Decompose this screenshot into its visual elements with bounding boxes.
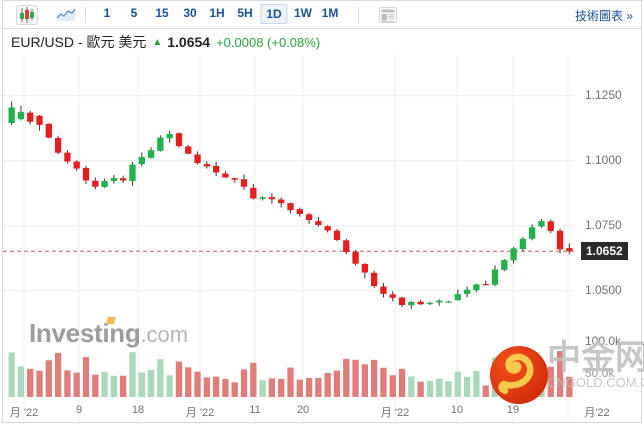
svg-text:中金网: 中金网 (547, 338, 644, 377)
svg-text:CNGOLD.COM.CN: CNGOLD.COM.CN (547, 375, 644, 390)
